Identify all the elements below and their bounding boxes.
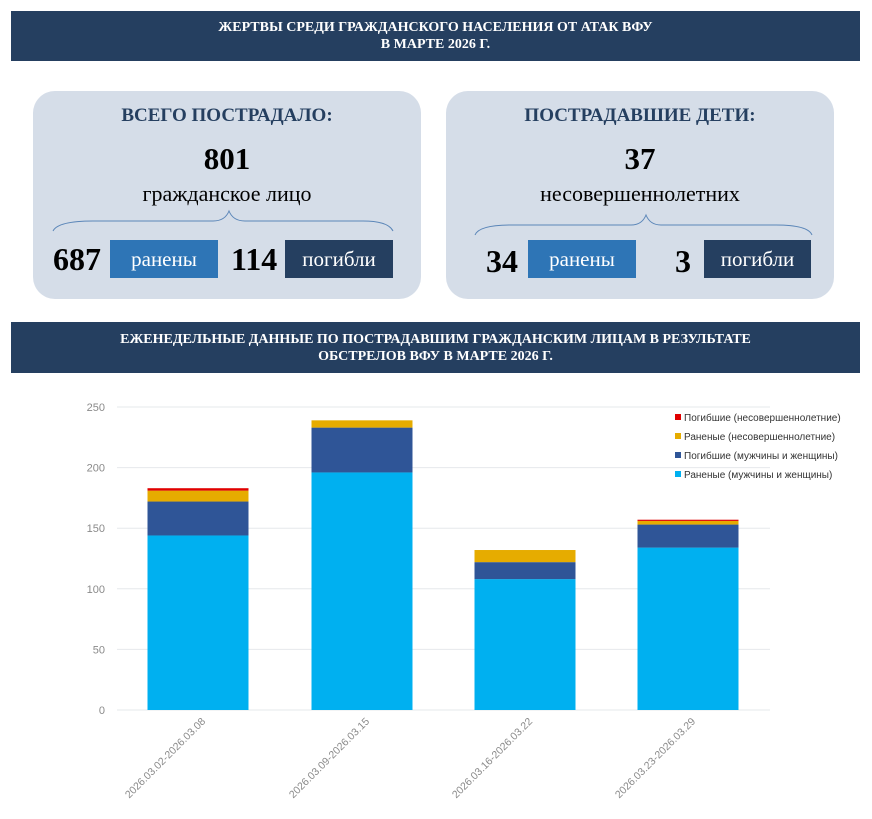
brace-icon: [52, 209, 394, 232]
children-killed-label: погибли: [704, 240, 811, 278]
children-card-title: ПОСТРАДАВШИЕ ДЕТИ:: [524, 105, 756, 126]
children-card: ПОСТРАДАВШИЕ ДЕТИ: 37 несовершеннолетних…: [446, 91, 834, 299]
legend-label: Погибшие (несовершеннолетние): [684, 412, 841, 424]
legend-label: Раненые (мужчины и женщины): [684, 470, 832, 481]
bar-segment: [311, 472, 413, 710]
killed-count: 114: [231, 241, 278, 277]
section-title-line2: ОБСТРЕЛОВ ВФУ В МАРТЕ 2026 Г.: [318, 348, 553, 364]
bar-segment: [474, 562, 576, 580]
killed-label: погибли: [285, 240, 393, 278]
main-title-line2: В МАРТЕ 2026 Г.: [380, 37, 491, 52]
legend-swatch: [675, 471, 681, 477]
bar-segment: [637, 547, 739, 710]
y-tick-label: 250: [87, 402, 105, 414]
x-tick-label: 2026.03.02-2026.03.08: [123, 716, 208, 801]
children-injured-count: 34: [486, 243, 518, 279]
total-unit: гражданское лицо: [142, 181, 312, 206]
main-title-banner: ЖЕРТВЫ СРЕДИ ГРАЖДАНСКОГО НАСЕЛЕНИЯ ОТ А…: [11, 11, 860, 61]
total-card-title: ВСЕГО ПОСТРАДАЛО:: [121, 105, 333, 126]
y-tick-label: 100: [87, 584, 105, 596]
y-tick-label: 150: [87, 523, 105, 535]
main-title-line1: ЖЕРТВЫ СРЕДИ ГРАЖДАНСКОГО НАСЕЛЕНИЯ ОТ А…: [218, 20, 653, 35]
bar-segment: [637, 519, 739, 521]
bar-segment: [147, 488, 249, 491]
bar-segment: [147, 501, 249, 536]
legend-swatch: [675, 452, 681, 458]
bar-segment: [474, 579, 576, 710]
legend-label: Погибшие (мужчины и женщины): [684, 450, 838, 462]
children-killed-count: 3: [675, 243, 691, 279]
bar-segment: [474, 550, 576, 563]
children-unit: несовершеннолетних: [540, 181, 740, 206]
x-tick-label: 2026.03.16-2026.03.22: [450, 716, 535, 801]
legend-label: Раненые (несовершеннолетние): [684, 432, 835, 443]
y-tick-label: 50: [93, 644, 105, 656]
bar-segment: [637, 520, 739, 525]
y-tick-label: 200: [87, 463, 105, 475]
bar-segment: [147, 535, 249, 710]
x-tick-label: 2026.03.23-2026.03.29: [613, 716, 698, 801]
weekly-stacked-bar-chart: 0 50 100 150 200 250 2026.03.02-2026.03.08 2026…: [87, 402, 841, 801]
legend-swatch: [675, 414, 681, 420]
legend-swatch: [675, 433, 681, 439]
bar-segment: [311, 427, 413, 473]
x-tick-label: 2026.03.09-2026.03.15: [287, 716, 372, 801]
brace-icon: [474, 213, 813, 236]
section-title-banner: ЕЖЕНЕДЕЛЬНЫЕ ДАННЫЕ ПО ПОСТРАДАВШИМ ГРАЖ…: [11, 322, 860, 373]
bar-segment: [147, 490, 249, 502]
bar-segment: [311, 420, 413, 428]
injured-count: 687: [53, 241, 101, 277]
injured-label: ранены: [110, 240, 218, 278]
total-card: ВСЕГО ПОСТРАДАЛО: 801 гражданское лицо 6…: [33, 91, 421, 299]
children-injured-label: ранены: [528, 240, 636, 278]
children-count: 37: [624, 141, 656, 176]
bar-segment: [637, 524, 739, 548]
y-tick-label: 0: [99, 705, 105, 717]
section-title-line1: ЕЖЕНЕДЕЛЬНЫЕ ДАННЫЕ ПО ПОСТРАДАВШИМ ГРАЖ…: [120, 331, 751, 347]
total-count: 801: [203, 141, 251, 176]
